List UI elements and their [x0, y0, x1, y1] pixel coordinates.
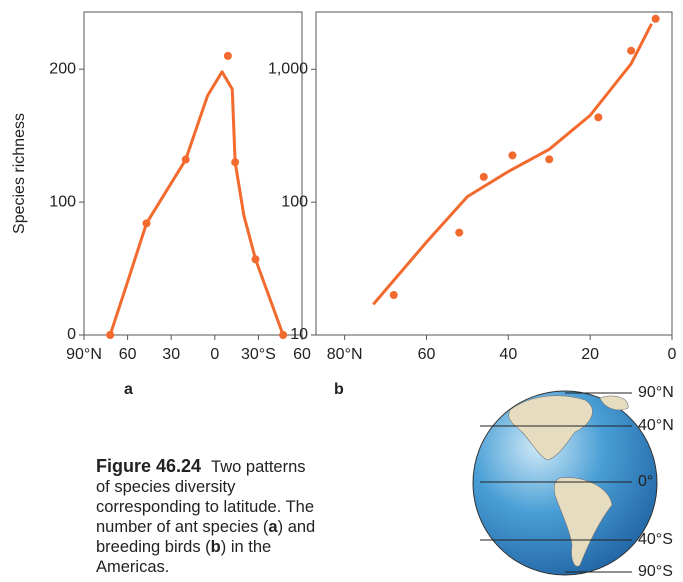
data-point: [627, 47, 635, 55]
latitude-label: 90°S: [638, 563, 673, 580]
latitude-label: 90°N: [638, 384, 674, 401]
globe: [473, 391, 657, 575]
y-tick-label: 200: [49, 60, 76, 77]
x-tick-label: 60: [418, 346, 436, 363]
fit-curve: [373, 24, 651, 305]
latitude-label: 40°N: [638, 417, 674, 434]
y-axis-label: Species richness: [11, 113, 28, 234]
data-point: [182, 156, 190, 164]
y-tick-label: 100: [49, 193, 76, 210]
x-tick-label: 20: [581, 346, 599, 363]
y-tick-label: 0: [67, 326, 76, 343]
data-point: [142, 219, 150, 227]
data-point: [652, 15, 660, 23]
data-point: [106, 331, 114, 339]
x-tick-label: 80°N: [327, 346, 363, 363]
x-tick-label: 0: [668, 346, 677, 363]
data-point: [480, 173, 488, 181]
data-point: [545, 155, 553, 163]
x-tick-label: 90°N: [66, 346, 102, 363]
plot-frame: [316, 12, 672, 335]
y-tick-label: 100: [281, 193, 308, 210]
panel-label: b: [334, 381, 344, 398]
data-point: [251, 255, 259, 263]
page: 010020090°N6030030°S60aSpecies richness1…: [0, 0, 683, 582]
data-point: [390, 291, 398, 299]
x-tick-label: 60: [293, 346, 311, 363]
x-tick-label: 0: [210, 346, 219, 363]
latitude-label: 0°: [638, 473, 653, 490]
x-tick-label: 60: [119, 346, 137, 363]
caption-text: b: [211, 538, 221, 556]
x-tick-label: 40: [499, 346, 517, 363]
caption-text: Figure 46.24: [96, 456, 201, 476]
data-point: [594, 113, 602, 121]
latitude-label: 40°S: [638, 531, 673, 548]
data-point: [224, 52, 232, 60]
data-point: [508, 151, 516, 159]
panel-label: a: [124, 381, 133, 398]
y-tick-label: 1,000: [268, 61, 308, 78]
data-point: [455, 229, 463, 237]
x-tick-label: 30°S: [241, 346, 276, 363]
data-point: [279, 331, 287, 339]
y-tick-label: 10: [290, 326, 308, 343]
x-tick-label: 30: [162, 346, 180, 363]
fit-curve: [110, 72, 283, 335]
data-point: [231, 158, 239, 166]
caption-text: a: [268, 518, 277, 536]
